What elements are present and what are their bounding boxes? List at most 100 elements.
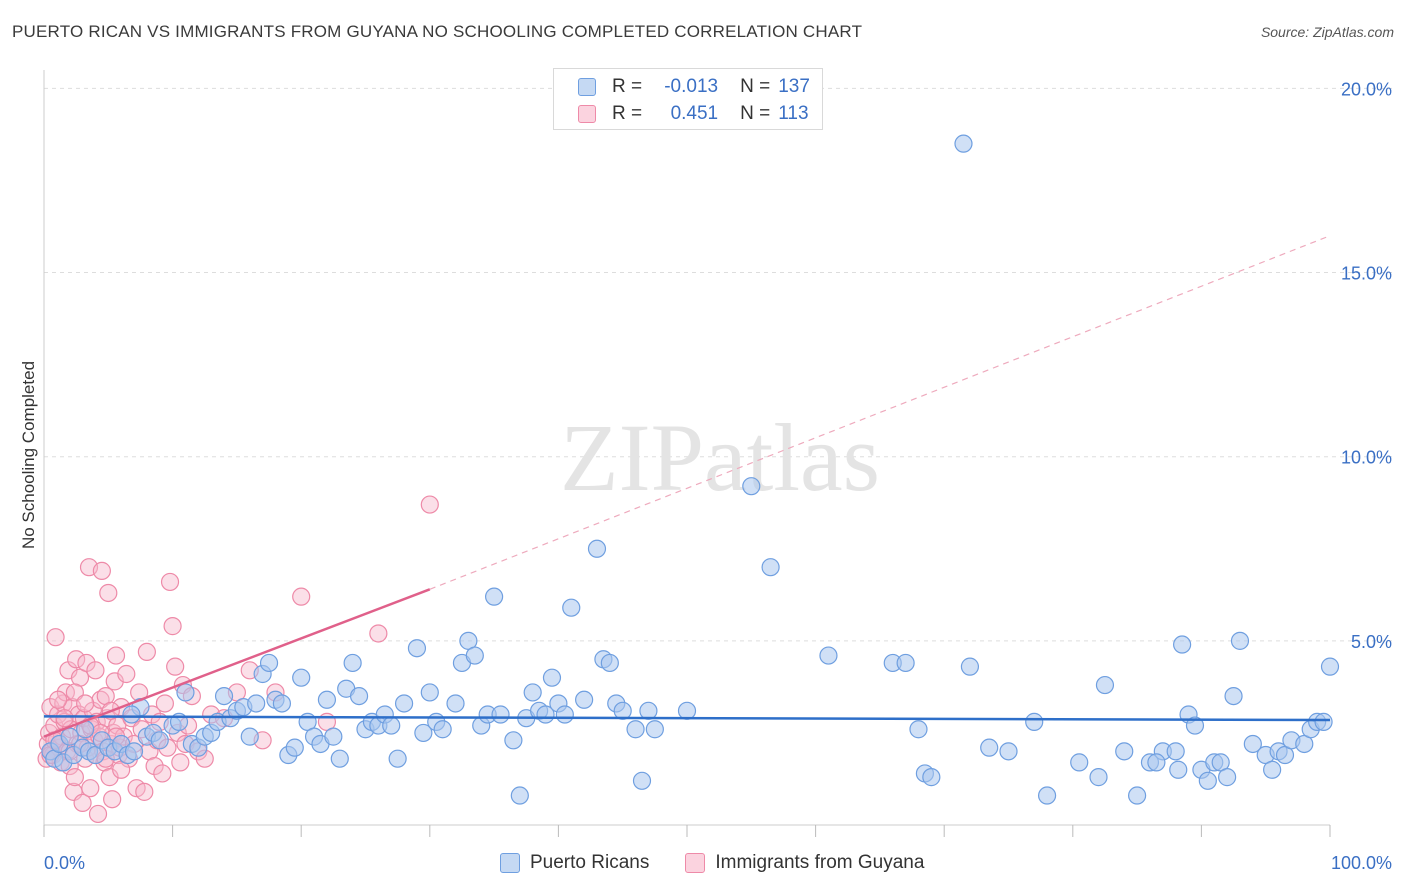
source-label: Source: ZipAtlas.com — [1260, 24, 1394, 40]
data-point-puerto-rican — [922, 768, 941, 787]
chart-title: PUERTO RICAN VS IMMIGRANTS FROM GUYANA N… — [12, 22, 863, 41]
data-point-guyana — [86, 661, 105, 680]
data-point-puerto-rican — [542, 668, 562, 687]
data-point-puerto-rican — [819, 646, 838, 665]
legend-item-guyana[interactable]: Immigrants from Guyana — [685, 852, 924, 874]
data-point-puerto-rican — [491, 705, 510, 724]
data-point-puerto-rican — [575, 690, 594, 709]
data-point-puerto-rican — [1095, 675, 1115, 695]
data-point-guyana — [73, 793, 92, 813]
data-point-puerto-rican — [420, 683, 439, 702]
data-point-puerto-rican — [523, 683, 542, 702]
data-point-puerto-rican — [324, 727, 343, 746]
data-point-puerto-rican — [1173, 635, 1192, 654]
grid-layer — [44, 87, 1395, 642]
x-tick-label: 100.0% — [1331, 853, 1392, 873]
data-point-puerto-rican — [1198, 771, 1217, 790]
data-point-guyana — [65, 768, 84, 787]
data-point-guyana — [117, 664, 136, 684]
data-point-puerto-rican — [292, 668, 311, 687]
data-point-puerto-rican — [555, 705, 574, 724]
data-point-guyana — [420, 495, 439, 514]
series-puerto-ricans — [41, 134, 1340, 805]
trend-line-guyana — [43, 588, 431, 738]
data-point-puerto-rican — [150, 731, 169, 750]
data-point-puerto-rican — [1025, 712, 1044, 731]
data-point-puerto-rican — [1224, 686, 1243, 706]
data-point-puerto-rican — [465, 646, 484, 665]
watermark: ZIPatlas — [560, 404, 880, 511]
data-point-puerto-rican — [433, 720, 452, 739]
data-point-guyana — [163, 617, 182, 636]
data-point-puerto-rican — [240, 727, 259, 746]
data-point-puerto-rican — [1169, 760, 1188, 779]
data-point-puerto-rican — [639, 701, 658, 720]
data-point-guyana — [49, 690, 68, 709]
label-layer: 5.0% 10.0% 15.0% 20.0% 0.0% 100.0% No Schoolin… — [19, 79, 1392, 873]
data-point-puerto-rican — [999, 742, 1018, 761]
data-point-puerto-rican — [587, 539, 607, 558]
data-point-puerto-rican — [1070, 753, 1089, 772]
data-point-puerto-rican — [1243, 734, 1262, 754]
data-point-puerto-rican — [272, 694, 292, 713]
data-point-guyana — [76, 694, 95, 713]
n-value: 113 — [778, 103, 809, 124]
data-point-puerto-rican — [330, 749, 349, 768]
data-point-puerto-rican — [954, 134, 973, 153]
x-tick-label: 0.0% — [44, 853, 85, 873]
data-point-puerto-rican — [742, 477, 761, 496]
data-point-guyana — [135, 782, 154, 801]
data-point-puerto-rican — [485, 587, 504, 606]
data-point-puerto-rican — [1089, 768, 1108, 787]
data-point-puerto-rican — [414, 723, 433, 743]
data-point-puerto-rican — [1230, 631, 1250, 650]
legend-row-guyana: R = 0.451 N = 113 — [578, 102, 809, 126]
data-point-guyana — [160, 572, 180, 592]
n-label: N = — [740, 103, 771, 124]
data-point-guyana — [166, 657, 185, 676]
data-point-guyana — [145, 756, 164, 776]
y-tick-label: 10.0% — [1341, 448, 1392, 468]
data-point-puerto-rican — [896, 653, 915, 673]
data-point-puerto-rican — [343, 653, 362, 673]
data-point-puerto-rican — [1147, 753, 1166, 772]
data-point-guyana — [369, 624, 388, 643]
series-legend: Puerto Ricans Immigrants from Guyana — [500, 852, 960, 874]
y-axis-label: No Schooling Completed — [19, 361, 38, 549]
r-label: R = — [612, 76, 643, 97]
legend-row-puerto-ricans: R = -0.013 N = 137 — [578, 75, 810, 99]
data-point-guyana — [137, 642, 156, 662]
data-point-puerto-rican — [600, 653, 619, 673]
data-point-puerto-rican — [1263, 760, 1282, 779]
data-point-puerto-rican — [394, 694, 414, 713]
data-point-puerto-rican — [504, 731, 523, 750]
legend-swatch-pink — [578, 105, 596, 123]
data-point-puerto-rican — [214, 686, 234, 706]
data-point-puerto-rican — [1320, 657, 1340, 676]
data-point-guyana — [46, 628, 65, 647]
data-point-puerto-rican — [1218, 768, 1237, 787]
data-point-guyana — [106, 646, 126, 665]
data-point-guyana — [103, 790, 122, 809]
data-point-puerto-rican — [407, 639, 427, 658]
data-point-puerto-rican — [259, 653, 279, 673]
series-immigrants-from-guyana — [37, 495, 439, 824]
data-point-puerto-rican — [388, 749, 407, 768]
legend-swatch-pink — [685, 853, 706, 873]
trend-line-puerto-ricans — [43, 715, 1331, 722]
y-tick-label: 20.0% — [1341, 79, 1392, 99]
data-point-puerto-rican — [285, 738, 304, 757]
correlation-legend: R = -0.013 N = 137 R = 0.451 N = 113 — [553, 68, 823, 130]
legend-label: Immigrants from Guyana — [715, 852, 925, 873]
data-point-puerto-rican — [632, 771, 652, 790]
y-tick-label: 15.0% — [1341, 264, 1392, 284]
data-point-guyana — [55, 709, 74, 728]
data-point-guyana — [153, 764, 172, 783]
r-value: -0.013 — [664, 76, 719, 97]
data-point-puerto-rican — [1115, 742, 1134, 761]
data-point-puerto-rican — [1314, 712, 1333, 731]
legend-item-puerto-ricans[interactable]: Puerto Ricans — [500, 852, 649, 874]
data-point-puerto-rican — [960, 657, 980, 676]
data-point-puerto-rican — [247, 694, 266, 713]
